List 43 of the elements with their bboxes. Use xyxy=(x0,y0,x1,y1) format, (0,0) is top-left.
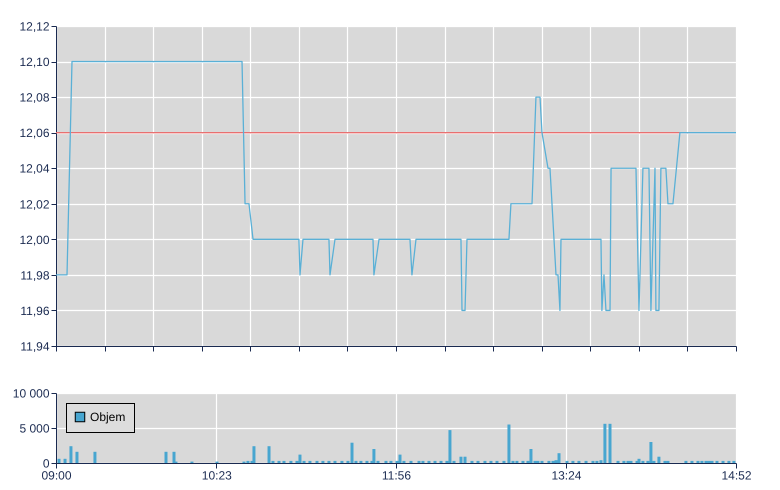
y-tick-label: 12,04 xyxy=(19,162,50,176)
bar xyxy=(164,452,168,463)
legend-label: Objem xyxy=(90,410,126,424)
bar xyxy=(252,446,256,463)
y-tick-label: 12,12 xyxy=(19,20,50,34)
bar xyxy=(398,454,402,463)
bar xyxy=(649,442,652,463)
bar xyxy=(608,424,612,463)
bar xyxy=(657,456,660,463)
y-tick-label: 10 000 xyxy=(12,386,50,400)
bar xyxy=(603,424,606,463)
bar xyxy=(268,446,271,463)
y-tick-label: 12,08 xyxy=(19,90,50,105)
x-tick-label: 10:23 xyxy=(202,468,232,482)
x-tick-label: 13:24 xyxy=(551,468,582,482)
bar xyxy=(69,446,72,463)
bar xyxy=(529,449,532,463)
y-tick-label: 11,94 xyxy=(20,340,50,354)
bar xyxy=(507,424,510,463)
y-tick-label: 12,00 xyxy=(19,232,50,247)
bar xyxy=(372,449,376,463)
x-tick-label: 14:52 xyxy=(721,468,752,482)
bar xyxy=(459,456,462,463)
bar xyxy=(298,454,302,463)
bar xyxy=(58,458,61,463)
bar xyxy=(172,452,176,463)
bar xyxy=(464,456,467,463)
y-tick-label: 5 000 xyxy=(19,422,50,436)
x-tick-label: 09:00 xyxy=(41,468,72,482)
y-tick-label: 11,98 xyxy=(20,268,50,282)
bar xyxy=(350,442,354,463)
bar xyxy=(93,452,96,463)
bar xyxy=(448,430,452,463)
y-tick-label: 0 xyxy=(42,456,50,470)
bar xyxy=(64,458,67,463)
y-tick-label: 11,96 xyxy=(20,304,50,318)
bar xyxy=(75,452,78,463)
bar xyxy=(558,453,561,463)
y-tick-label: 12,06 xyxy=(19,126,50,140)
y-tick-label: 12,10 xyxy=(19,55,50,70)
y-tick-label: 12,02 xyxy=(19,197,50,212)
x-tick-label: 11:56 xyxy=(382,468,412,482)
line-series xyxy=(55,60,737,312)
